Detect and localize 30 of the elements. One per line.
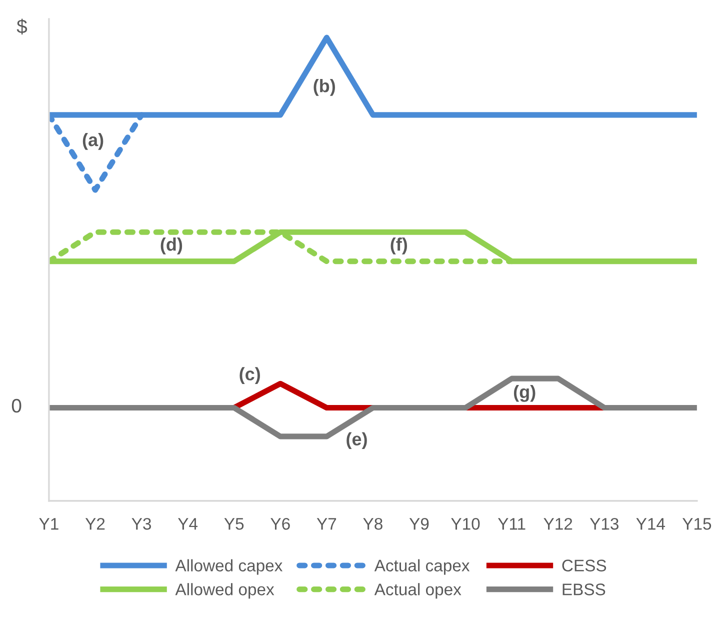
legend-label: Allowed opex [175, 583, 274, 599]
x-tick-label: Y12 [544, 518, 572, 530]
legend-label: EBSS [562, 584, 606, 596]
x-tick-label: Y7 [316, 518, 336, 530]
text: 0 [12, 398, 22, 413]
annotation: (a) [82, 132, 104, 150]
x-tick-label: Y15 [682, 518, 712, 530]
annotation: (f) [390, 238, 407, 254]
legend-label: Actual capex [374, 559, 470, 575]
annotation: (c) [240, 367, 260, 384]
annotation: (e) [346, 432, 367, 450]
x-tick-label: Y5 [224, 518, 244, 530]
x-tick-label: Y6 [270, 518, 290, 530]
x-tick-label: Y1 [39, 518, 58, 530]
x-tick-label: Y4 [178, 518, 198, 530]
x-tick-label: Y14 [636, 518, 666, 530]
x-tick-label: Y8 [363, 518, 382, 530]
x-tick-label: Y11 [498, 518, 526, 530]
x-tick-label: Y13 [590, 518, 618, 530]
y-axis-title: $ [16, 18, 28, 34]
annotation: (b) [314, 79, 335, 96]
legend-label: Actual opex [374, 583, 462, 599]
annotation: (d) [160, 238, 182, 254]
x-tick-label: Y9 [409, 518, 429, 530]
annotation: (g) [514, 384, 536, 402]
x-tick-label: Y10 [451, 518, 480, 530]
legend-label: Allowed capex [175, 559, 283, 575]
x-tick-label: Y3 [132, 518, 151, 530]
x-tick-label: Y2 [85, 518, 105, 530]
legend-label: CESS [562, 560, 606, 572]
